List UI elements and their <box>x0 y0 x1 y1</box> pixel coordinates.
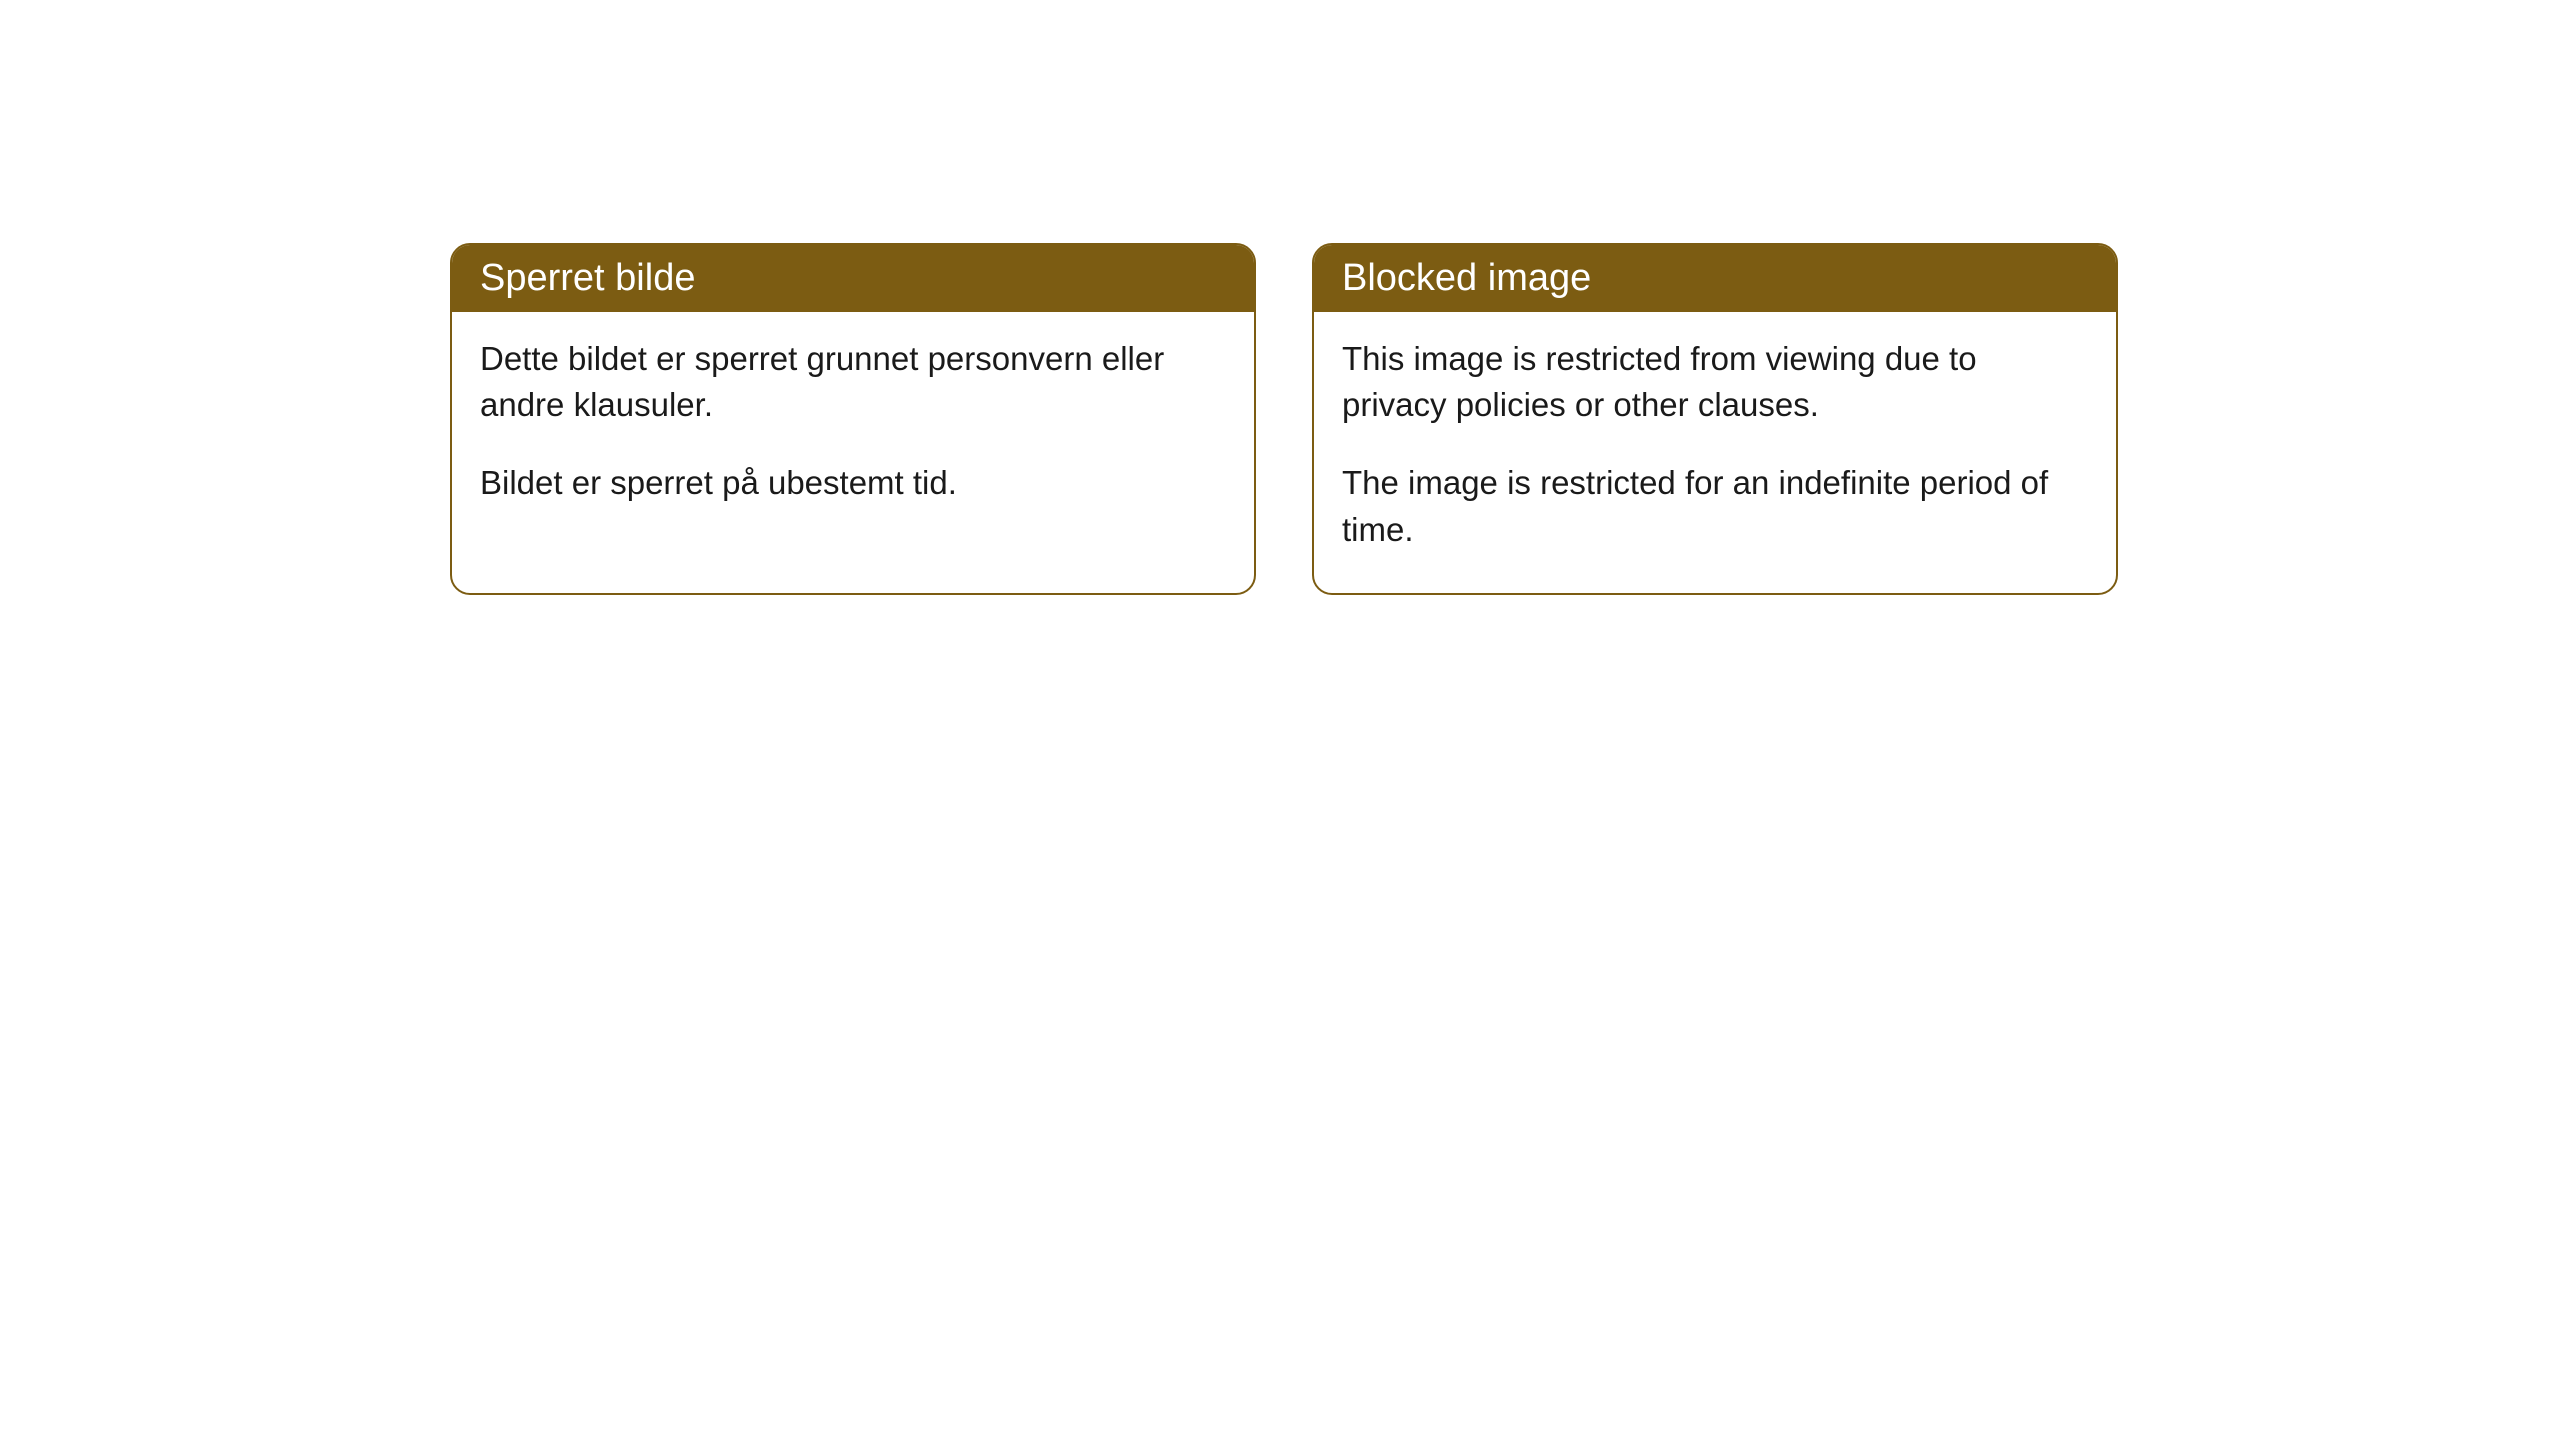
notice-card-english: Blocked image This image is restricted f… <box>1312 243 2118 595</box>
card-paragraph: Bildet er sperret på ubestemt tid. <box>480 460 1226 506</box>
card-paragraph: Dette bildet er sperret grunnet personve… <box>480 336 1226 428</box>
card-paragraph: This image is restricted from viewing du… <box>1342 336 2088 428</box>
card-header-english: Blocked image <box>1314 245 2116 312</box>
card-header-norwegian: Sperret bilde <box>452 245 1254 312</box>
notice-card-norwegian: Sperret bilde Dette bildet er sperret gr… <box>450 243 1256 595</box>
card-paragraph: The image is restricted for an indefinit… <box>1342 460 2088 552</box>
card-body-norwegian: Dette bildet er sperret grunnet personve… <box>452 312 1254 547</box>
card-title: Blocked image <box>1342 257 1591 299</box>
card-body-english: This image is restricted from viewing du… <box>1314 312 2116 593</box>
notice-cards-container: Sperret bilde Dette bildet er sperret gr… <box>450 243 2118 595</box>
card-title: Sperret bilde <box>480 257 695 299</box>
